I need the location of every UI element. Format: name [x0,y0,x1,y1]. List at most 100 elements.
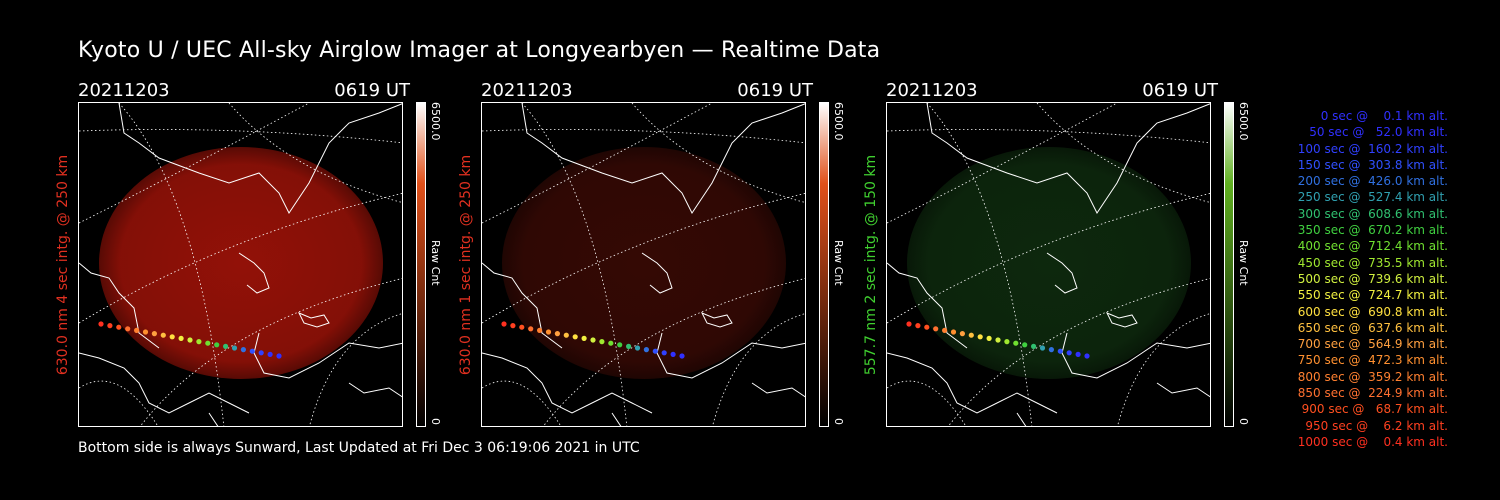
trajectory-point [617,342,623,348]
trajectory-point [1004,339,1010,345]
legend-row: 600 sec @ 690.8 km alt. [1297,304,1448,319]
legend-row: 350 sec @ 670.2 km alt. [1297,223,1448,238]
trajectory-point [977,334,983,340]
grid-line [926,103,1033,426]
page-title: Kyoto U / UEC All-sky Airglow Imager at … [78,38,881,63]
footer-status: Bottom side is always Sunward, Last Upda… [78,440,640,456]
panel-date: 20211203 [481,80,573,101]
trajectory-point [1013,340,1019,346]
trajectory-point [933,326,939,332]
panel-date: 20211203 [886,80,978,101]
grid-line [79,129,402,144]
legend-row: 200 sec @ 426.0 km alt. [1297,174,1448,189]
coastline [611,412,622,426]
trajectory-point [906,321,912,327]
trajectory-point [563,332,569,338]
panel-3: 20211203 0619 UT 557.7 nm 2 sec intg. @ … [863,80,1256,440]
trajectory-point [652,348,658,354]
coastline [79,352,250,414]
coastline [253,332,402,379]
trajectory-point [134,327,140,333]
panel-1: 20211203 0619 UT 630.0 nm 4 sec intg. @ … [55,80,448,440]
trajectory-point [986,335,992,341]
trajectory-point [125,326,131,332]
grid-line [482,380,562,426]
trajectory-point [537,327,543,333]
trajectory-point [924,324,930,330]
grid-line [228,103,402,203]
trajectory-point [258,350,264,356]
trajectory-point [670,351,676,357]
grid-line [887,129,1210,144]
legend-row: 550 sec @ 724.7 km alt. [1297,288,1448,303]
trajectory-point [599,339,605,345]
grid-line [118,103,225,426]
trajectory-point [1057,348,1063,354]
trajectory-point [501,321,507,327]
coastline [1046,252,1078,294]
coastline [1061,332,1210,379]
legend-row: 900 sec @ 68.7 km alt. [1301,402,1448,417]
coastline [79,262,160,349]
grid-line [887,193,1210,324]
color-bar [819,102,829,427]
trajectory-point [968,332,974,338]
coastline [297,312,330,328]
grid-line [140,278,402,426]
trajectory-point [169,334,175,340]
trajectory-point [1031,343,1037,349]
wavelength-label-text: 630.0 nm 4 sec intg. @ 250 km [55,154,71,375]
allsky-map [481,102,806,427]
wavelength-label: 630.0 nm 4 sec intg. @ 250 km [52,102,74,427]
legend-row: 250 sec @ 527.4 km alt. [1297,190,1448,205]
trajectory-point [590,337,596,343]
legend-row: 800 sec @ 359.2 km alt. [1297,369,1448,384]
wavelength-label: 557.7 nm 2 sec intg. @ 150 km [860,102,882,427]
trajectory-point [1048,347,1054,353]
trajectory-point [510,323,516,329]
coastline [700,312,733,328]
grid-line [79,380,159,426]
trajectory-point [528,326,534,332]
wavelength-label: 630.0 nm 1 sec intg. @ 250 km [455,102,477,427]
legend-row: 750 sec @ 472.3 km alt. [1297,353,1448,368]
wavelength-label-text: 557.7 nm 2 sec intg. @ 150 km [863,154,879,375]
color-bar [416,102,426,427]
trajectory-point [223,343,229,349]
trajectory-point [116,324,122,330]
trajectory-point [959,331,965,337]
legend-row: 1000 sec @ 0.4 km alt. [1297,434,1448,449]
coastline [1105,312,1138,328]
trajectory-point [160,332,166,338]
panel-time: 0619 UT [737,80,813,101]
coastline [521,103,805,214]
trajectory-point [214,342,220,348]
trajectory-point [545,329,552,335]
trajectory-point [1039,345,1046,351]
legend-row: 150 sec @ 303.8 km alt. [1297,157,1448,172]
legend-row: 400 sec @ 712.4 km alt. [1297,239,1448,254]
grid-line [712,313,805,426]
coastline [348,382,402,398]
grid-line [482,129,805,144]
trajectory-point [643,347,649,353]
grid-line [1036,103,1210,203]
trajectory-point [626,343,632,349]
wavelength-label-text: 630.0 nm 1 sec intg. @ 250 km [458,154,474,375]
trajectory-point [661,350,667,356]
legend-row: 0 sec @ 0.1 km alt. [1320,109,1448,123]
coastline [1016,412,1027,426]
trajectory-point [679,353,685,359]
legend-row: 650 sec @ 637.6 km alt. [1297,320,1448,335]
coastline [751,382,805,398]
trajectory-point [249,348,255,354]
coastline [656,332,805,379]
coastline [641,252,673,294]
legend-row: 100 sec @ 160.2 km alt. [1297,141,1448,156]
grid-line [948,278,1210,426]
coastline [208,412,219,426]
legend-row: 50 sec @ 52.0 km alt. [1309,125,1448,140]
trajectory-point [634,345,641,351]
panel-time: 0619 UT [1142,80,1218,101]
trajectory-point [205,340,211,346]
